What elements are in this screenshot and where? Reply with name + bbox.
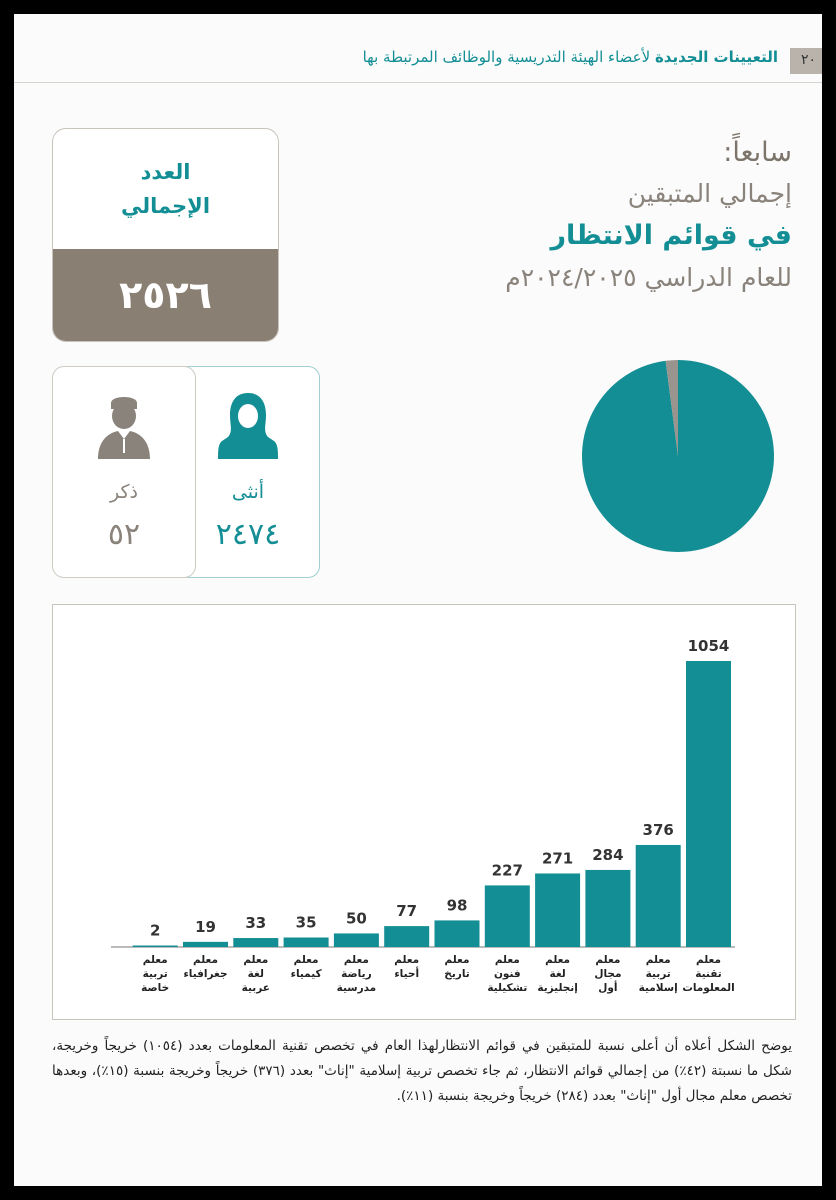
bar-value-label-8: 35 bbox=[296, 914, 317, 932]
category-label-9-1: لغة bbox=[248, 968, 264, 980]
category-label-11-2: خاصة bbox=[141, 982, 169, 994]
category-label-0-1: تقنية bbox=[695, 968, 721, 980]
page-number-band bbox=[790, 48, 822, 74]
category-label-8-1: كيمياء bbox=[291, 968, 323, 980]
bar-value-label-11: 2 bbox=[150, 922, 160, 940]
category-label-11-1: تربية bbox=[143, 968, 168, 980]
bar-value-label-10: 19 bbox=[195, 918, 216, 936]
header-title-bold: التعيينات الجديدة bbox=[654, 48, 778, 66]
bar-value-label-0: 1054 bbox=[688, 637, 730, 655]
bar-8 bbox=[283, 937, 329, 947]
category-label-4-2: تشكيلية bbox=[487, 982, 527, 994]
heading-line-2: إجمالي المتبقين bbox=[627, 179, 792, 208]
category-label-8-0: معلم bbox=[294, 954, 319, 966]
bar-5 bbox=[434, 920, 480, 947]
bar-chart-svg: 1054 معلم تقنية المعلومات 376 معلم تربية إسلامي… bbox=[111, 637, 735, 994]
bar-6 bbox=[384, 926, 430, 947]
female-count-card: أنثى ٢٤٧٤ bbox=[176, 366, 320, 578]
total-count-card: العدد الإجمالي ٢٥٢٦ bbox=[52, 128, 279, 342]
page-header: ٢٠ التعيينات الجديدة لأعضاء الهيئة التدر… bbox=[14, 14, 822, 84]
heading-line-1: سابعاً: bbox=[723, 137, 792, 168]
category-label-11-0: معلم bbox=[143, 954, 168, 966]
category-label-4-0: معلم bbox=[495, 954, 520, 966]
category-label-3-1: لغة bbox=[549, 968, 565, 980]
bar-4 bbox=[484, 885, 530, 947]
male-count-card: ذكر ٥٢ bbox=[52, 366, 196, 578]
section-heading: سابعاً: إجمالي المتبقين في قوائم الانتظا… bbox=[392, 132, 792, 298]
category-label-2-2: أول bbox=[598, 980, 617, 994]
category-label-2-0: معلم bbox=[595, 954, 620, 966]
pie-slice-1 bbox=[665, 360, 678, 456]
bar-value-label-2: 284 bbox=[592, 846, 623, 864]
category-label-6-0: معلم bbox=[394, 954, 419, 966]
bar-value-label-4: 227 bbox=[492, 861, 523, 879]
bar-1 bbox=[635, 844, 681, 947]
category-label-10-1: جغرافياء bbox=[183, 968, 227, 980]
category-label-9-2: عربية bbox=[242, 982, 270, 994]
category-label-7-2: مدرسية bbox=[337, 982, 377, 994]
male-person-icon bbox=[98, 397, 150, 459]
document-page: ٢٠ التعيينات الجديدة لأعضاء الهيئة التدر… bbox=[14, 14, 822, 1186]
category-label-10-0: معلم bbox=[193, 954, 218, 966]
bar-value-label-1: 376 bbox=[643, 821, 674, 839]
category-label-6-1: أحياء bbox=[394, 966, 419, 980]
category-label-1-2: إسلامية bbox=[639, 982, 678, 994]
category-label-9-0: معلم bbox=[243, 954, 268, 966]
category-label-7-1: رياضة bbox=[341, 968, 371, 980]
heading-line-3: في قوائم الانتظار bbox=[550, 220, 792, 251]
bar-0 bbox=[686, 661, 731, 947]
bar-2 bbox=[585, 869, 631, 947]
male-label: ذكر bbox=[110, 481, 138, 503]
bar-11 bbox=[132, 945, 178, 947]
category-label-1-1: تربية bbox=[646, 968, 671, 980]
total-label-line-2: الإجمالي bbox=[120, 194, 211, 218]
specialization-bar-chart: 1054 معلم تقنية المعلومات 376 معلم تربية إسلامي… bbox=[52, 604, 796, 1020]
bar-value-label-6: 77 bbox=[396, 902, 417, 920]
category-label-1-0: معلم bbox=[646, 954, 671, 966]
category-label-5-1: تاريخ bbox=[444, 968, 469, 980]
bar-7 bbox=[333, 933, 379, 947]
gender-pie-chart bbox=[582, 360, 774, 552]
male-value: ٥٢ bbox=[107, 517, 141, 552]
chart-caption: يوضح الشكل أعلاه أن أعلى نسبة للمتبقين ف… bbox=[52, 1038, 793, 1104]
female-person-icon bbox=[218, 393, 278, 459]
header-title: التعيينات الجديدة لأعضاء الهيئة التدريسي… bbox=[363, 48, 778, 66]
header-divider bbox=[14, 82, 822, 83]
category-label-7-0: معلم bbox=[344, 954, 369, 966]
category-label-3-0: معلم bbox=[545, 954, 570, 966]
female-label: أنثى bbox=[231, 481, 265, 503]
category-label-3-2: إنجليزية bbox=[537, 982, 578, 994]
bar-10 bbox=[183, 941, 228, 947]
bar-value-label-7: 50 bbox=[346, 909, 367, 927]
page-number: ٢٠ bbox=[800, 52, 816, 68]
header-title-rest: لأعضاء الهيئة التدريسية والوظائف المرتبط… bbox=[362, 48, 655, 66]
category-label-5-0: معلم bbox=[445, 954, 470, 966]
category-label-2-1: مجال bbox=[594, 968, 621, 980]
total-label: العدد الإجمالي bbox=[53, 155, 278, 223]
total-value: ٢٥٢٦ bbox=[53, 249, 278, 341]
female-value: ٢٤٧٤ bbox=[215, 517, 281, 552]
bar-value-label-3: 271 bbox=[542, 849, 573, 867]
heading-line-4: للعام الدراسي ٢٠٢٤/٢٠٢٥م bbox=[505, 263, 792, 292]
bar-9 bbox=[233, 938, 279, 947]
category-label-0-2: المعلومات bbox=[682, 982, 734, 994]
bar-value-label-5: 98 bbox=[447, 896, 468, 914]
bar-3 bbox=[535, 873, 581, 947]
category-label-0-0: معلم bbox=[696, 954, 721, 966]
total-label-line-1: العدد bbox=[140, 160, 191, 184]
bar-value-label-9: 33 bbox=[245, 914, 266, 932]
category-label-4-1: فنون bbox=[494, 968, 521, 980]
